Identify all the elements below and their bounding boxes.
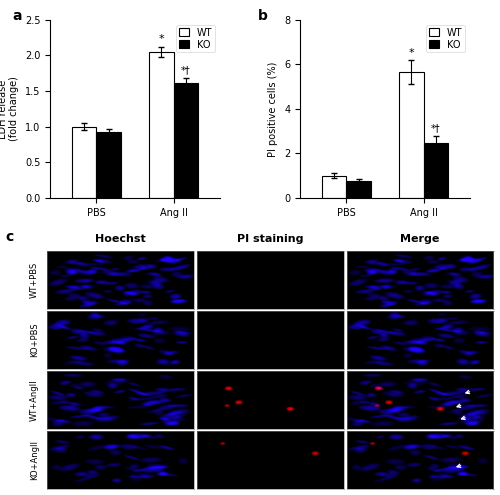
Text: WT+PBS: WT+PBS <box>30 262 39 298</box>
Text: PI staining: PI staining <box>236 234 303 244</box>
Y-axis label: LDH release
(fold change): LDH release (fold change) <box>0 76 19 142</box>
Text: *†: *† <box>181 65 191 75</box>
Bar <box>96 132 121 198</box>
Y-axis label: PI positive cells (%): PI positive cells (%) <box>268 61 278 156</box>
Text: b: b <box>258 9 268 23</box>
Text: *: * <box>408 48 414 58</box>
Text: *: * <box>158 34 164 44</box>
Text: KO+PBS: KO+PBS <box>30 323 39 357</box>
Text: c: c <box>5 230 13 244</box>
Bar <box>149 52 174 198</box>
Bar <box>346 181 371 198</box>
Text: a: a <box>12 9 22 23</box>
Text: KO+AngII: KO+AngII <box>30 440 39 480</box>
Text: Merge: Merge <box>400 234 440 244</box>
Text: *†: *† <box>431 123 441 133</box>
Bar <box>322 176 346 198</box>
Bar <box>174 83 199 198</box>
Bar <box>424 144 448 198</box>
Bar <box>72 127 96 198</box>
Legend: WT, KO: WT, KO <box>176 25 215 52</box>
Text: Hoechst: Hoechst <box>94 234 146 244</box>
Legend: WT, KO: WT, KO <box>426 25 465 52</box>
Bar <box>399 72 423 198</box>
Text: WT+AngII: WT+AngII <box>30 379 39 421</box>
